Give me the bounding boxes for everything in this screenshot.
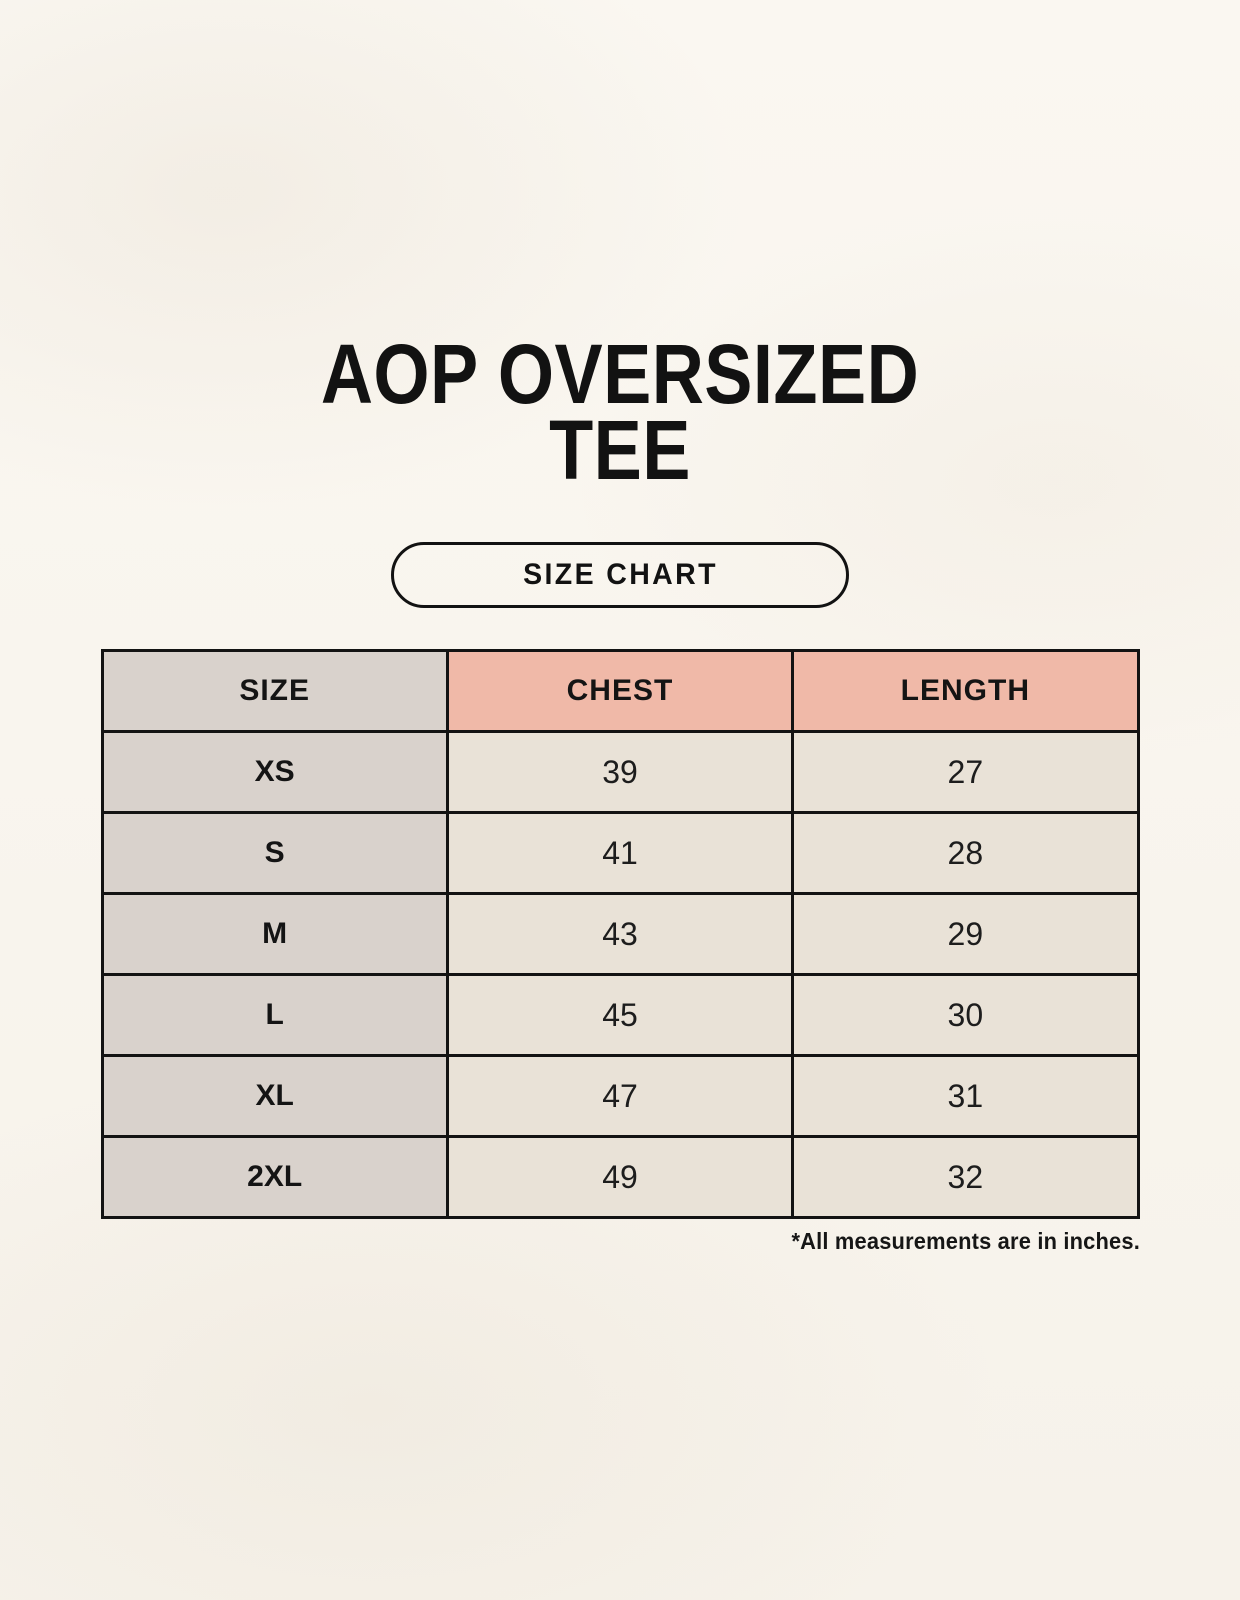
title-line-2: TEE [549, 403, 691, 497]
length-cell: 31 [791, 1054, 1140, 1138]
size-chart-badge-label: SIZE CHART [522, 558, 718, 591]
length-cell: 32 [791, 1135, 1140, 1219]
size-table: SIZE CHEST LENGTH XS 39 27 S 41 28 M [100, 649, 1140, 1219]
chest-cell: 41 [445, 811, 795, 895]
size-table-block: SIZE CHEST LENGTH XS 39 27 S 41 28 M [100, 649, 1140, 1255]
size-cell: XS [100, 730, 449, 814]
chest-cell: 43 [445, 892, 795, 976]
chest-cell: 39 [445, 730, 795, 814]
size-cell: 2XL [100, 1135, 449, 1219]
chest-cell: 47 [445, 1054, 795, 1138]
table-row-s: S 41 28 [100, 811, 1140, 895]
size-chart-badge[interactable]: SIZE CHART [391, 542, 849, 608]
size-cell: XL [100, 1054, 449, 1138]
column-header-size: SIZE [100, 649, 449, 733]
table-row-l: L 45 30 [100, 973, 1140, 1057]
column-header-chest: CHEST [445, 649, 795, 733]
length-cell: 30 [791, 973, 1140, 1057]
length-cell: 27 [791, 730, 1140, 814]
table-row-2xl: 2XL 49 32 [100, 1135, 1140, 1219]
chest-cell: 45 [445, 973, 795, 1057]
size-cell: M [100, 892, 449, 976]
size-chart-page: AOP OVERSIZED TEE SIZE CHART SIZE CHEST … [87, 327, 1153, 1255]
table-row-xs: XS 39 27 [100, 730, 1140, 814]
table-header-row: SIZE CHEST LENGTH [100, 649, 1140, 733]
chest-cell: 49 [445, 1135, 795, 1219]
size-cell: S [100, 811, 449, 895]
title-line-1: AOP OVERSIZED [320, 327, 920, 421]
page-title: AOP OVERSIZED TEE [87, 327, 1153, 497]
table-row-m: M 43 29 [100, 892, 1140, 976]
length-cell: 28 [791, 811, 1140, 895]
table-row-xl: XL 47 31 [100, 1054, 1140, 1138]
length-cell: 29 [791, 892, 1140, 976]
measurements-footnote: *All measurements are in inches. [790, 1228, 1140, 1254]
size-cell: L [100, 973, 449, 1057]
column-header-length: LENGTH [791, 649, 1140, 733]
